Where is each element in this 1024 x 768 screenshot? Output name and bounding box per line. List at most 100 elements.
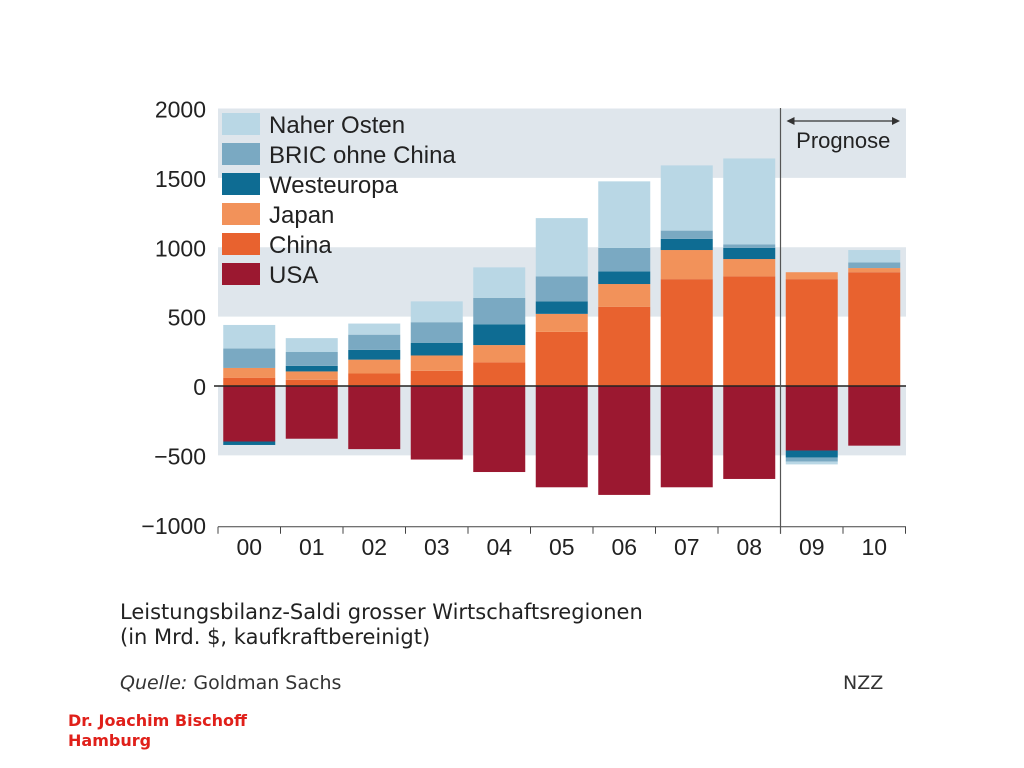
bar-segment-japan-03 xyxy=(410,355,463,371)
bar-segment-westeuropa-03 xyxy=(410,342,463,356)
bar-segment-japan-02 xyxy=(348,359,401,374)
bar-segment-naher-osten-02 xyxy=(348,323,401,335)
bar-segment-usa-03 xyxy=(410,386,463,460)
legend-item-japan: Japan xyxy=(222,202,334,229)
legend-item-china: China xyxy=(222,232,332,259)
bar-segment-usa-01 xyxy=(285,386,338,439)
bar-segment-westeuropa-01 xyxy=(285,365,338,372)
x-tick-label-08: 08 xyxy=(736,534,762,560)
source-value: Goldman Sachs xyxy=(193,672,342,694)
bar-segment-japan-06 xyxy=(598,284,651,307)
bar-segment-naher-osten-07 xyxy=(660,165,713,231)
bar-segment-china-03 xyxy=(410,370,463,386)
bar-segment-usa-08 xyxy=(723,386,776,479)
bar-segment-china-02 xyxy=(348,373,401,386)
legend-label: Westeuropa xyxy=(269,172,399,199)
x-tick-label-04: 04 xyxy=(486,534,512,560)
bar-segment-china-04 xyxy=(473,362,526,386)
forecast-arrow-left xyxy=(786,117,795,125)
legend-item-naher-osten: Naher Osten xyxy=(222,112,405,139)
legend-item-bric-ohne-china: BRIC ohne China xyxy=(222,142,456,169)
bar-stack-04 xyxy=(473,267,526,473)
legend-swatch xyxy=(222,113,260,135)
legend-label: Naher Osten xyxy=(269,112,405,139)
bar-segment-china-06 xyxy=(598,306,651,386)
bar-segment-usa-06 xyxy=(598,386,651,495)
bar-segment-bric-ohne-china-08 xyxy=(723,244,776,248)
bar-stack-03 xyxy=(410,301,463,460)
x-tick-label-09: 09 xyxy=(799,534,825,560)
legend-label: BRIC ohne China xyxy=(269,142,456,169)
bar-segment-westeuropa-06 xyxy=(598,271,651,285)
forecast-arrow-right xyxy=(892,117,900,125)
bar-segment-westeuropa-05 xyxy=(535,301,588,314)
author-block: Dr. Joachim Bischoff Hamburg xyxy=(68,711,247,751)
bar-segment-china-01 xyxy=(285,379,338,386)
bar-segment-naher-osten-06 xyxy=(598,181,651,248)
bar-segment-japan-08 xyxy=(723,259,776,277)
y-tick-label: 0 xyxy=(193,374,206,400)
bar-segment-china-07 xyxy=(660,279,713,386)
bar-stack-09 xyxy=(785,272,838,465)
bar-segment-usa-09 xyxy=(785,386,838,451)
publisher-label: NZZ xyxy=(843,672,884,694)
bar-segment-naher-osten-01 xyxy=(285,338,338,353)
bar-segment-naher-osten-00 xyxy=(223,324,276,349)
x-tick-label-03: 03 xyxy=(424,534,450,560)
bar-segment-bric-ohne-china-05 xyxy=(535,276,588,302)
source-label: Quelle: xyxy=(120,672,188,694)
x-tick-label-02: 02 xyxy=(361,534,387,560)
bar-segment-japan-07 xyxy=(660,250,713,280)
bar-segment-bric-ohne-china-06 xyxy=(598,247,651,272)
bar-segment-naher-osten-09 xyxy=(785,461,838,465)
bar-segment-usa-10 xyxy=(848,386,901,446)
bar-segment-westeuropa-02 xyxy=(348,349,401,360)
bar-stack-05 xyxy=(535,218,588,488)
bar-segment-bric-ohne-china-02 xyxy=(348,334,401,350)
caption-line-2: (in Mrd. $, kaufkraftbereinigt) xyxy=(120,625,431,649)
y-tick-label: 500 xyxy=(168,305,206,331)
legend-label: Japan xyxy=(269,202,334,229)
bar-segment-westeuropa-00 xyxy=(223,441,276,445)
bar-segment-bric-ohne-china-04 xyxy=(473,297,526,325)
bar-segment-japan-04 xyxy=(473,345,526,363)
x-tick-label-01: 01 xyxy=(299,534,325,560)
bar-segment-bric-ohne-china-07 xyxy=(660,230,713,239)
legend-swatch xyxy=(222,143,260,165)
forecast-label: Prognose xyxy=(796,128,890,153)
bar-segment-usa-00 xyxy=(223,386,276,442)
bar-stacks xyxy=(223,158,901,495)
bar-segment-bric-ohne-china-00 xyxy=(223,348,276,368)
bar-segment-china-00 xyxy=(223,377,276,386)
author-name: Dr. Joachim Bischoff xyxy=(68,711,247,730)
bar-segment-china-10 xyxy=(848,272,901,386)
caption-line-1: Leistungsbilanz-Saldi grosser Wirtschaft… xyxy=(120,600,643,624)
stacked-bar-chart: 00 01 02 03 04 05 06 07 08 09 10 2000 1500 1000 500 0 −5… xyxy=(141,97,906,560)
chart-caption: Leistungsbilanz-Saldi grosser Wirtschaft… xyxy=(120,600,643,650)
bar-segment-westeuropa-04 xyxy=(473,324,526,346)
bar-segment-china-05 xyxy=(535,331,588,386)
bar-segment-china-09 xyxy=(785,279,838,386)
bar-stack-10 xyxy=(848,250,901,446)
forecast-marker: Prognose xyxy=(779,108,900,534)
bar-segment-naher-osten-03 xyxy=(410,301,463,323)
bar-segment-naher-osten-10 xyxy=(848,250,901,263)
y-tick-label: 2000 xyxy=(155,97,206,123)
bar-segment-japan-10 xyxy=(848,268,901,273)
x-tick-label-10: 10 xyxy=(861,534,887,560)
x-tick-label-05: 05 xyxy=(549,534,575,560)
bar-stack-08 xyxy=(723,158,776,479)
bar-segment-usa-04 xyxy=(473,386,526,473)
bar-segment-westeuropa-08 xyxy=(723,247,776,260)
x-tick-label-00: 00 xyxy=(236,534,262,560)
legend: Naher Osten BRIC ohne China Westeuropa Japa… xyxy=(222,112,456,289)
x-tick-label-06: 06 xyxy=(611,534,637,560)
y-tick-label: −1000 xyxy=(141,513,206,539)
legend-item-westeuropa: Westeuropa xyxy=(222,172,399,199)
x-tick-label-07: 07 xyxy=(674,534,700,560)
bar-segment-naher-osten-05 xyxy=(535,218,588,277)
legend-swatch xyxy=(222,263,260,285)
bar-segment-usa-07 xyxy=(660,386,713,488)
legend-swatch xyxy=(222,233,260,255)
bar-stack-00 xyxy=(223,324,276,445)
